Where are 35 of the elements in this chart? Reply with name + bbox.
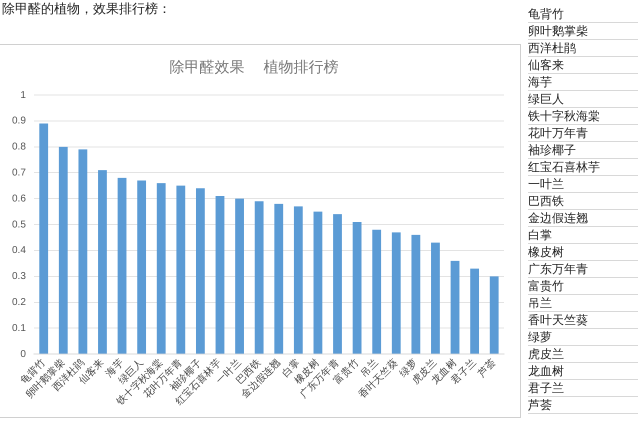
category-label: 铁十字秋海棠: [528, 109, 600, 123]
category-label: 富贵竹: [528, 279, 564, 293]
y-tick-label: 0.4: [12, 245, 26, 256]
y-tick-label: 0.5: [12, 219, 26, 230]
category-label: 仙客来: [528, 58, 564, 72]
category-label: 广东万年青: [528, 262, 588, 276]
category-label: 龟背竹: [528, 7, 564, 21]
category-label: 虎皮兰: [528, 347, 564, 361]
y-tick-label: 0.1: [12, 322, 26, 334]
category-label: 袖珍椰子: [528, 143, 576, 157]
category-label: 红宝石喜林芋: [528, 160, 600, 174]
y-tick-label: 0.7: [12, 167, 26, 178]
category-label: 绿巨人: [528, 92, 564, 106]
category-label: 吊兰: [528, 296, 552, 310]
category-label: 一叶兰: [528, 177, 564, 191]
y-tick-label: 1: [20, 90, 26, 101]
x-tick-label: 芦荟: [476, 356, 498, 380]
category-label: 西洋杜鹃: [528, 41, 576, 55]
text: 除甲醛的植物，效果排行榜：: [2, 1, 171, 18]
chart-title: 除甲醛效果 植物排行榜: [169, 58, 339, 76]
category-label: 卵叶鹅掌柴: [528, 24, 588, 38]
y-tick-label: 0.2: [12, 297, 26, 308]
y-tick-label: 0.8: [12, 142, 26, 153]
y-tick-label: 0.3: [12, 271, 26, 282]
category-label: 海芋: [528, 75, 552, 89]
y-tick-label: 0.6: [12, 193, 26, 204]
category-label: 金边假连翘: [528, 211, 588, 225]
category-label: 巴西铁: [528, 194, 564, 208]
category-label: 白掌: [528, 228, 552, 242]
y-tick-label: 0: [20, 348, 26, 360]
category-label: 橡皮树: [528, 245, 564, 259]
category-label: 花叶万年青: [528, 126, 588, 140]
y-tick-label: 0.9: [12, 116, 26, 127]
category-label: 绿萝: [528, 330, 552, 344]
category-label: 香叶天竺葵: [528, 313, 588, 327]
